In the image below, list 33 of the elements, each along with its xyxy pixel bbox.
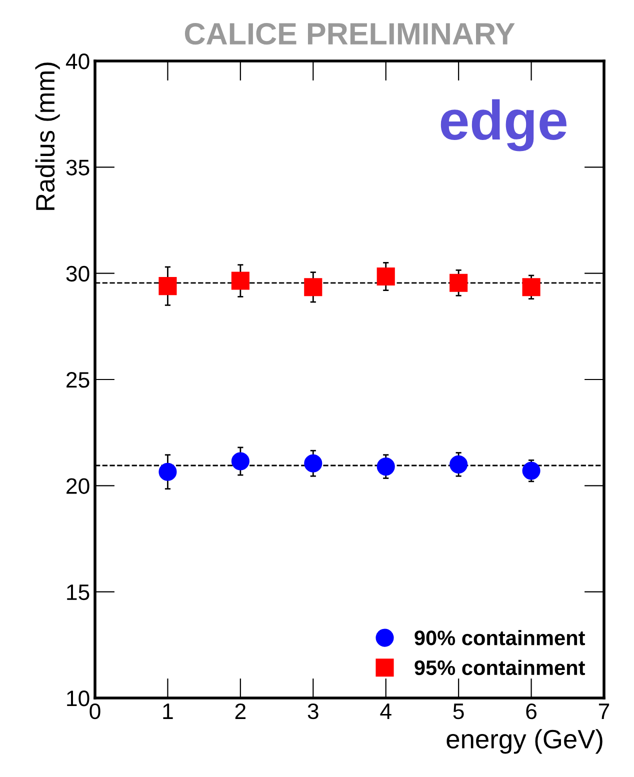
y-tick-label: 30: [66, 266, 90, 282]
y-tick-label: 20: [66, 478, 90, 494]
y-tick-label: 15: [67, 584, 90, 600]
x-tick-label: 7: [598, 704, 610, 719]
legend-label: 95% containment: [414, 660, 586, 676]
point: [522, 278, 540, 296]
y-tick-label: 25: [66, 372, 90, 388]
x-tick-label: 2: [235, 703, 246, 719]
point: [450, 455, 468, 474]
point: [450, 274, 468, 292]
point: [522, 462, 540, 480]
x-tick-label: 6: [526, 703, 536, 720]
point: [231, 452, 250, 470]
annotation: edge: [440, 99, 566, 152]
x-tick-label: 0: [90, 703, 100, 720]
y-tick-label: 10: [67, 690, 90, 706]
point: [231, 272, 250, 290]
legend-label: 90% containment: [414, 630, 586, 646]
point: [158, 277, 177, 296]
point: [376, 458, 395, 476]
chart-title: CALICE PRELIMINARY: [184, 22, 515, 45]
y-axis-title: Radius (mm): [35, 62, 60, 210]
x-tick-label: 3: [308, 703, 318, 720]
point: [376, 267, 395, 286]
x-tick-label: 1: [163, 704, 173, 719]
y-tick-label: 35: [66, 160, 90, 176]
x-tick-label: 4: [380, 704, 392, 719]
point: [304, 278, 322, 296]
point: [158, 462, 177, 481]
x-axis-title: energy (GeV): [446, 729, 602, 754]
point: [304, 454, 322, 472]
y-tick-label: 40: [66, 54, 90, 70]
x-tick-label: 5: [453, 704, 464, 720]
